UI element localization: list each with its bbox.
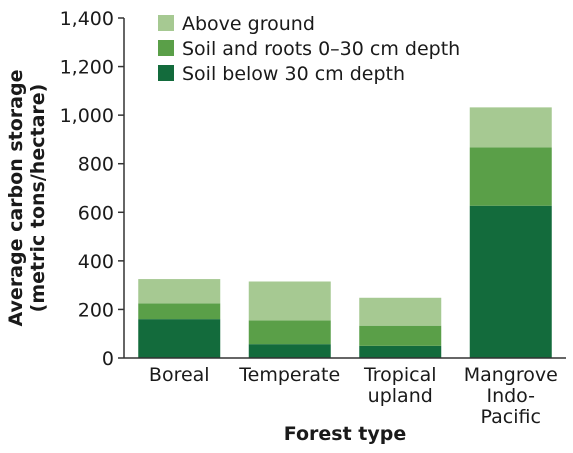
x-tick-label-boreal: Boreal bbox=[149, 364, 210, 386]
bar-boreal-above-ground bbox=[138, 279, 221, 304]
y-tick-label-1400: 1,400 bbox=[60, 8, 114, 30]
legend-label-above-ground: Above ground bbox=[182, 13, 315, 35]
legend-swatch-above-ground bbox=[158, 15, 174, 31]
x-tick-label-mangrove-indo-pacific: Mangrove Indo-Pacific bbox=[464, 364, 558, 428]
x-axis-title: Forest type bbox=[284, 423, 406, 445]
y-tick-label-600: 600 bbox=[78, 202, 114, 224]
axes bbox=[118, 17, 566, 359]
bar-mangrove-indo-pacific-soil-and-roots-0-30-cm-depth bbox=[469, 147, 552, 206]
bar-boreal-soil-below-30-cm-depth bbox=[138, 319, 221, 358]
legend-label-soil-and-roots-0-30-cm-depth: Soil and roots 0–30 cm depth bbox=[182, 38, 460, 60]
legend-label-soil-below-30-cm-depth: Soil below 30 cm depth bbox=[182, 63, 405, 85]
bar-tropical-upland-soil-and-roots-0-30-cm-depth bbox=[359, 325, 442, 346]
bar-boreal-soil-and-roots-0-30-cm-depth bbox=[138, 303, 221, 320]
y-tick-label-1000: 1,000 bbox=[60, 105, 114, 127]
bar-tropical-upland-soil-below-30-cm-depth bbox=[359, 345, 442, 358]
bar-mangrove-indo-pacific-above-ground bbox=[469, 107, 552, 148]
x-tick-label-tropical-upland: Tropical upland bbox=[363, 364, 437, 407]
bar-tropical-upland-above-ground bbox=[359, 297, 442, 326]
labels: Boreal Temperate Tropical upland Mangrove Ind… bbox=[5, 8, 558, 445]
y-tick-label-800: 800 bbox=[78, 154, 114, 176]
legend-swatch-soil-and-roots-0-30-cm-depth bbox=[158, 40, 174, 56]
legend: Above ground Soil and roots 0–30 cm depth… bbox=[158, 13, 460, 85]
y-tick-label-0: 0 bbox=[102, 348, 114, 370]
y-axis-title: Average carbon storage(metric tons/hecta… bbox=[5, 70, 49, 327]
bars bbox=[138, 107, 552, 358]
y-tick-label-400: 400 bbox=[78, 251, 114, 273]
bar-mangrove-indo-pacific-soil-below-30-cm-depth bbox=[469, 205, 552, 358]
y-tick-label-1200: 1,200 bbox=[60, 57, 114, 79]
x-tick-label-temperate: Temperate bbox=[238, 364, 340, 386]
y-tick-label-200: 200 bbox=[78, 299, 114, 321]
bar-temperate-soil-below-30-cm-depth bbox=[248, 344, 331, 358]
legend-swatch-soil-below-30-cm-depth bbox=[158, 65, 174, 81]
bar-temperate-above-ground bbox=[248, 281, 331, 321]
bar-temperate-soil-and-roots-0-30-cm-depth bbox=[248, 320, 331, 345]
